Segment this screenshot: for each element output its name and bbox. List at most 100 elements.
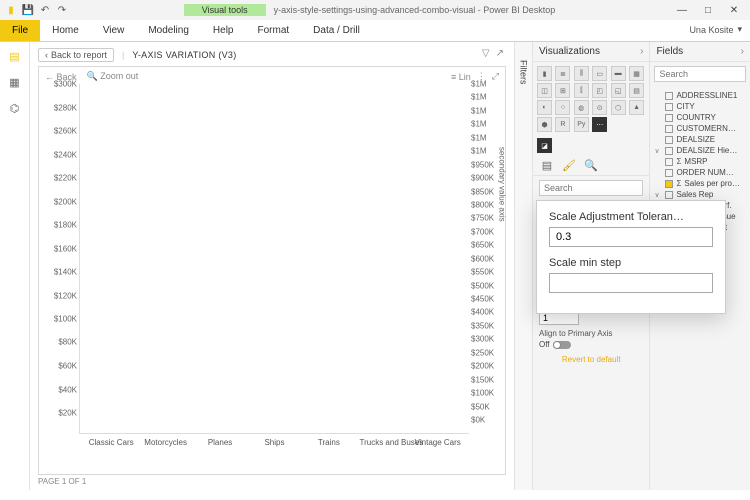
field-checkbox[interactable] [665, 103, 673, 111]
collapse-icon[interactable]: › [741, 46, 744, 57]
model-view-icon[interactable]: ⌬ [7, 100, 23, 116]
undo-icon[interactable]: ↶ [38, 3, 52, 17]
revert-to-default-link[interactable]: Revert to default [539, 355, 643, 364]
viz-gallery-item[interactable]: R [555, 117, 570, 132]
fields-well-icon[interactable]: ▤ [539, 157, 555, 173]
field-item[interactable]: CITY [654, 101, 746, 112]
y-tick-left: $220K [54, 174, 77, 183]
y-tick-right: $50K [471, 402, 490, 411]
field-label: DEALSIZE Hie… [676, 146, 737, 155]
y-tick-left: $80K [58, 338, 77, 347]
viz-gallery-item[interactable]: ⬡ [611, 100, 626, 115]
field-item[interactable]: ∨DEALSIZE Hie… [654, 145, 746, 156]
filters-pane-collapsed[interactable]: Filters [514, 42, 532, 490]
analytics-icon[interactable]: 🔍 [583, 157, 599, 173]
viz-gallery-item[interactable]: ▬ [611, 66, 626, 81]
user-account[interactable]: Una Kosite ▾ [689, 24, 742, 35]
combo-chart: $300K$280K$260K$240K$220K$200K$180K$160K… [45, 84, 499, 434]
tab-view[interactable]: View [91, 20, 137, 41]
field-checkbox[interactable] [665, 92, 673, 100]
viz-gallery-item[interactable]: ⫼ [574, 66, 589, 81]
field-label: Sales per pro… [684, 179, 740, 188]
window-controls: — □ ✕ [670, 2, 746, 18]
y-tick-left: $40K [58, 385, 77, 394]
export-icon[interactable]: ↗ [496, 48, 504, 59]
field-label: COUNTRY [676, 113, 715, 122]
maximize-button[interactable]: □ [696, 2, 720, 18]
viz-gallery-item[interactable]: ▦ [629, 66, 644, 81]
viz-gallery-item[interactable]: ◱ [611, 83, 626, 98]
back-to-report-button[interactable]: ‹ Back to report [38, 48, 114, 62]
viz-gallery-item[interactable]: ⊙ [592, 100, 607, 115]
y-tick-right: $450K [471, 295, 494, 304]
filters-label: Filters [519, 60, 529, 85]
collapse-icon[interactable]: › [640, 46, 643, 57]
format-brush-icon[interactable]: 🖌 [561, 157, 577, 173]
y-tick-right: $1M [471, 93, 487, 102]
y-tick-right: $900K [471, 174, 494, 183]
field-item[interactable]: ΣMSRP [654, 156, 746, 167]
viz-gallery-item[interactable]: ▤ [629, 83, 644, 98]
tab-home[interactable]: Home [40, 20, 91, 41]
field-item[interactable]: CUSTOMERN… [654, 123, 746, 134]
tab-data-drill[interactable]: Data / Drill [301, 20, 372, 41]
field-item[interactable]: ∨Sales Rep [654, 189, 746, 200]
viz-gallery-item[interactable]: ⋯ [592, 117, 607, 132]
field-checkbox[interactable] [665, 125, 673, 133]
viz-gallery-item[interactable]: ▲ [629, 100, 644, 115]
format-search-input[interactable] [539, 180, 643, 196]
viz-gallery-item[interactable]: ◰ [592, 83, 607, 98]
chevron-left-icon: ‹ [45, 50, 48, 60]
viz-gallery-item[interactable]: ⫿ [574, 83, 589, 98]
viz-gallery-item-selected[interactable]: ◪ [537, 138, 552, 153]
save-icon[interactable]: 💾 [21, 3, 35, 17]
tab-file[interactable]: File [0, 20, 40, 41]
tab-modeling[interactable]: Modeling [136, 20, 201, 41]
field-checkbox[interactable] [665, 136, 673, 144]
viz-gallery-item[interactable]: ≣ [555, 66, 570, 81]
field-label: CITY [676, 102, 694, 111]
viz-gallery-item[interactable]: ○ [555, 100, 570, 115]
filter-icon[interactable]: ▽ [482, 48, 490, 59]
x-axis-label: Classic Cars [87, 438, 135, 447]
fields-search-input[interactable] [654, 66, 746, 82]
viz-gallery-item[interactable]: ⊞ [555, 83, 570, 98]
field-checkbox[interactable] [665, 191, 673, 199]
popup-input-2[interactable] [549, 273, 713, 293]
field-checkbox[interactable] [665, 169, 673, 177]
y-tick-right: $700K [471, 227, 494, 236]
viz-gallery-item[interactable]: ▭ [592, 66, 607, 81]
redo-icon[interactable]: ↷ [55, 3, 69, 17]
tab-help[interactable]: Help [201, 20, 246, 41]
viz-gallery-item[interactable]: ◍ [574, 100, 589, 115]
field-item[interactable]: COUNTRY [654, 112, 746, 123]
align-toggle[interactable]: Off [539, 340, 571, 349]
close-button[interactable]: ✕ [722, 2, 746, 18]
field-checkbox[interactable] [665, 158, 673, 166]
chart-visual[interactable]: ← Back 🔍 Zoom out ≡ Lin ⋮ ⤢ $300K$280K$2… [38, 66, 506, 475]
viz-gallery-item[interactable]: ⬢ [537, 117, 552, 132]
zoom-out-button[interactable]: 🔍 Zoom out [87, 71, 139, 82]
viz-gallery-item[interactable]: ◐ [537, 100, 552, 115]
y-tick-right: $950K [471, 160, 494, 169]
field-item[interactable]: ORDER NUM… [654, 167, 746, 178]
viz-gallery-item[interactable]: ▮ [537, 66, 552, 81]
minimize-button[interactable]: — [670, 2, 694, 18]
field-item[interactable]: ADDRESSLINE1 [654, 90, 746, 101]
field-item[interactable]: ΣSales per pro… [654, 178, 746, 189]
report-canvas: ‹ Back to report | Y-AXIS VARIATION (V3)… [30, 42, 514, 490]
field-item[interactable]: DEALSIZE [654, 134, 746, 145]
field-checkbox[interactable] [665, 114, 673, 122]
scale-lin-toggle[interactable]: ≡ Lin [451, 72, 471, 82]
focus-mode-icon[interactable]: ⤢ [492, 71, 499, 82]
field-checkbox[interactable] [665, 147, 673, 155]
x-axis-label: Trains [305, 438, 353, 447]
viz-gallery-item[interactable]: ◫ [537, 83, 552, 98]
viz-gallery-item[interactable]: Py [574, 117, 589, 132]
app-icon: ▮ [4, 3, 18, 17]
field-checkbox[interactable] [665, 180, 673, 188]
popup-input-1[interactable] [549, 227, 713, 247]
tab-format[interactable]: Format [245, 20, 301, 41]
report-view-icon[interactable]: ▤ [7, 48, 23, 64]
data-view-icon[interactable]: ▦ [7, 74, 23, 90]
